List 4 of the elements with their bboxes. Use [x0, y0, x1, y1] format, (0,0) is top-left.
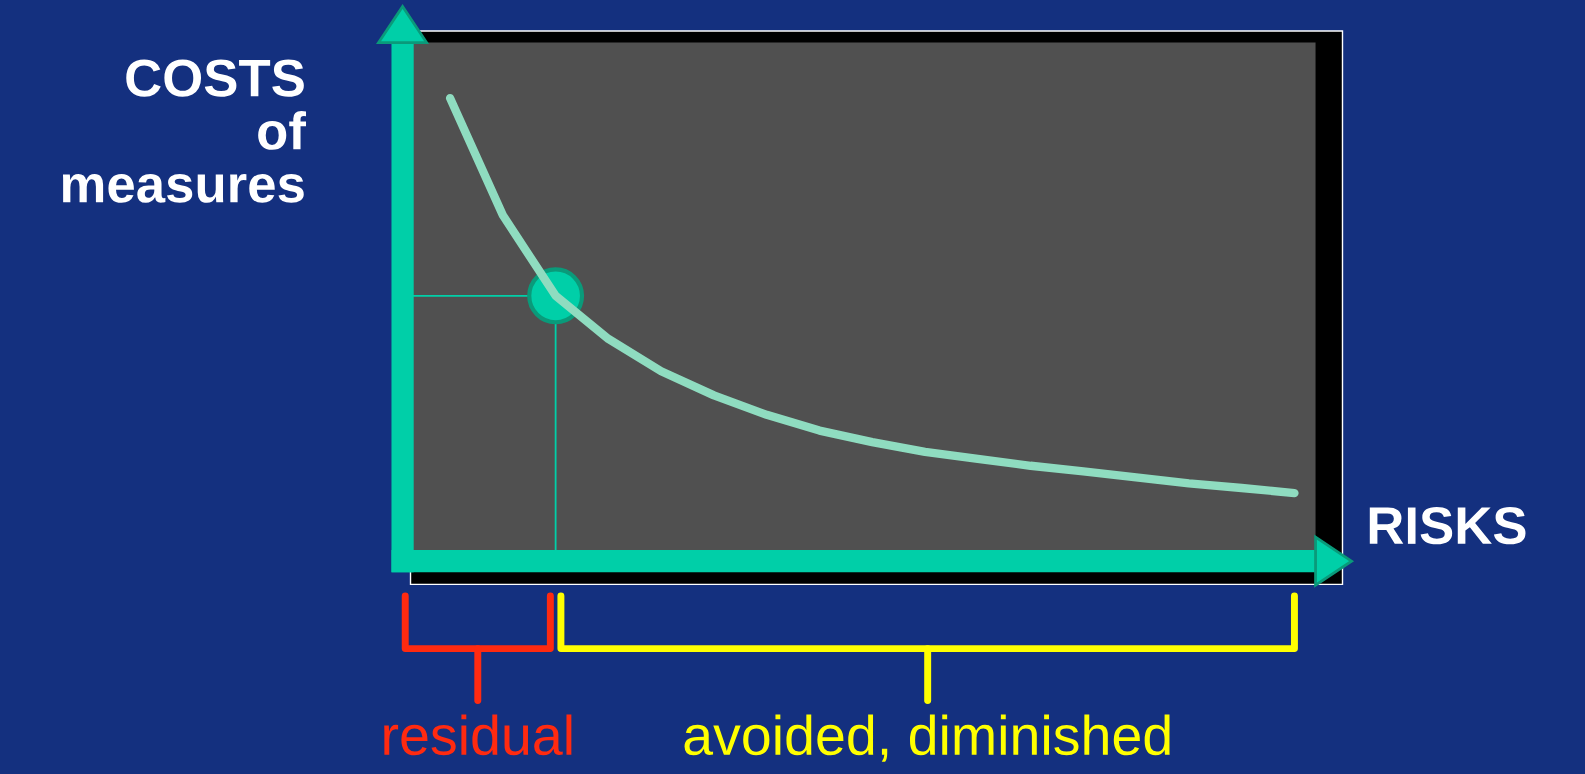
x-axis-title: RISKS: [1369, 506, 1526, 545]
y-axis-title: COSTS of measures: [62, 59, 307, 203]
text: residual: [384, 714, 572, 756]
text: avoided, diminished: [684, 714, 1170, 762]
